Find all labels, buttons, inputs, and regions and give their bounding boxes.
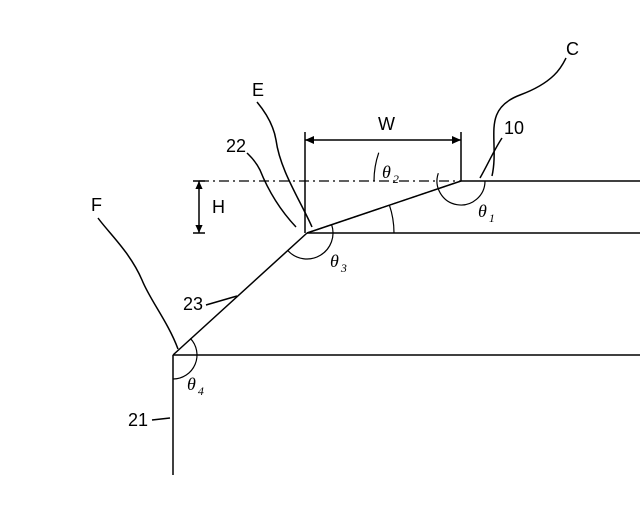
arc-theta2-right bbox=[389, 205, 394, 233]
label-C: C bbox=[566, 39, 579, 59]
geometry-diagram: W H C E F 10 22 23 21 θ1 θ2 θ3 θ4 bbox=[0, 0, 640, 520]
leader-10 bbox=[480, 138, 502, 178]
label-n22: 22 bbox=[226, 136, 246, 156]
leader-22 bbox=[247, 153, 296, 227]
label-n23: 23 bbox=[183, 294, 203, 314]
label-H: H bbox=[212, 197, 225, 217]
label-E: E bbox=[252, 80, 264, 100]
label-theta2: θ2 bbox=[382, 162, 399, 186]
leader-F bbox=[98, 218, 178, 349]
arc-theta2-left bbox=[374, 153, 379, 181]
label-theta3: θ3 bbox=[330, 251, 347, 275]
label-theta4: θ4 bbox=[187, 374, 204, 398]
label-F: F bbox=[91, 195, 102, 215]
leader-E bbox=[257, 102, 312, 227]
label-n21: 21 bbox=[128, 410, 148, 430]
label-theta1: θ1 bbox=[478, 201, 495, 225]
arc-theta3 bbox=[288, 225, 333, 259]
leader-21 bbox=[152, 418, 170, 420]
label-n10: 10 bbox=[504, 118, 524, 138]
label-W: W bbox=[378, 114, 395, 134]
leader-C bbox=[492, 58, 566, 176]
